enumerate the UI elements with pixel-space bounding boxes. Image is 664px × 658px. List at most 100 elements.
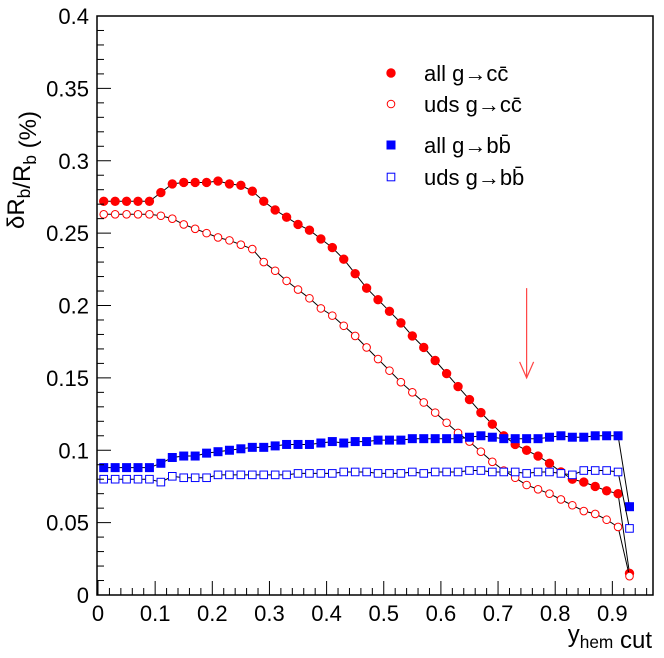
data-point: [110, 210, 120, 219]
arrow-layer: [519, 288, 535, 380]
data-point: [488, 457, 497, 467]
data-point: [465, 466, 474, 475]
data-point: [488, 467, 497, 477]
data-point: [613, 431, 623, 441]
data-point: [270, 441, 280, 451]
data-point: [99, 196, 109, 206]
data-point: [167, 472, 177, 481]
data-point: [384, 306, 395, 316]
data-point: [521, 445, 532, 455]
data-point: [156, 458, 166, 468]
data-point: [430, 355, 440, 366]
y-tick-label: 0.15: [46, 366, 89, 391]
data-point: [396, 435, 406, 445]
series-line: [103, 213, 630, 577]
data-point: [190, 451, 200, 461]
data-point: [179, 177, 189, 188]
x-tick-label: 0.3: [254, 601, 285, 626]
series-line: [103, 180, 630, 574]
data-point: [225, 470, 234, 480]
data-point: [362, 343, 371, 352]
y-tick-label: 0.3: [58, 149, 89, 174]
data-point: [156, 477, 166, 487]
data-point: [419, 342, 429, 353]
data-point: [144, 196, 155, 206]
data-point: [408, 388, 417, 397]
data-point: [373, 354, 383, 364]
data-point: [282, 439, 292, 449]
data-point: [487, 419, 498, 429]
legend-marker: [386, 68, 396, 78]
data-point: [407, 331, 418, 341]
data-point: [293, 219, 303, 230]
data-point: [110, 196, 120, 206]
data-point: [453, 467, 463, 477]
data-point: [556, 495, 566, 504]
data-point: [236, 444, 246, 454]
x-tick-label: 0.9: [597, 601, 628, 626]
data-point: [99, 210, 109, 219]
data-point: [522, 469, 531, 478]
data-point: [327, 242, 338, 253]
data-point: [316, 234, 326, 244]
data-point: [362, 437, 372, 447]
data-point: [579, 466, 589, 475]
data-point: [304, 225, 315, 235]
ticks-layer: 0 0.05 0.1 0.15 0.2 0.25 0.3 0.35 0.4 0 0.1 0.2 0.3 0…: [46, 4, 648, 626]
legend-item-2: uds g→cc̄: [386, 92, 522, 117]
data-point: [304, 439, 314, 449]
data-point: [328, 311, 337, 320]
data-point: [122, 474, 131, 484]
data-point: [487, 432, 497, 442]
data-point: [544, 458, 555, 468]
data-point: [293, 439, 303, 449]
data-point: [499, 434, 509, 444]
data-point: [201, 177, 212, 188]
data-point: [510, 467, 520, 477]
data-point: [305, 293, 314, 303]
data-point: [316, 304, 326, 313]
data-point: [99, 463, 109, 473]
data-point: [522, 434, 532, 444]
data-point: [236, 470, 246, 480]
data-point: [419, 398, 429, 407]
data-point: [544, 432, 554, 442]
data-point: [259, 470, 269, 480]
data-point: [396, 377, 406, 387]
series-4: [99, 466, 634, 533]
data-point: [556, 431, 566, 441]
data-point: [430, 434, 440, 444]
data-point: [476, 447, 486, 456]
data-point: [190, 177, 200, 188]
legend: all g→cc̄ uds g→cc̄ all g→bb̄ uds g→bb̄: [386, 61, 524, 190]
y-tick-label: 0.4: [58, 4, 89, 29]
data-point: [248, 244, 257, 254]
data-point: [282, 276, 291, 286]
series-3: [99, 431, 634, 512]
legend-label: uds g→bb̄: [424, 165, 524, 190]
data-point: [590, 509, 600, 519]
data-point: [202, 473, 211, 483]
data-point: [270, 266, 280, 276]
data-point: [339, 438, 349, 448]
data-point: [624, 502, 634, 512]
data-point: [133, 463, 143, 473]
data-point: [453, 434, 463, 444]
data-point: [339, 321, 349, 331]
data-point: [316, 438, 326, 448]
data-point: [533, 485, 543, 494]
data-point: [270, 205, 280, 215]
legend-item-3: all g→bb̄: [386, 133, 511, 158]
data-point: [510, 434, 520, 444]
data-point: [396, 469, 406, 478]
data-point: [213, 447, 223, 457]
data-point: [407, 434, 417, 444]
data-point: [110, 463, 120, 473]
data-point: [442, 467, 451, 477]
y-tick-label: 0.35: [46, 76, 89, 101]
data-point: [545, 467, 554, 477]
data-point: [579, 477, 589, 487]
data-point: [133, 196, 143, 206]
data-point: [179, 473, 189, 483]
data-point: [122, 463, 132, 473]
